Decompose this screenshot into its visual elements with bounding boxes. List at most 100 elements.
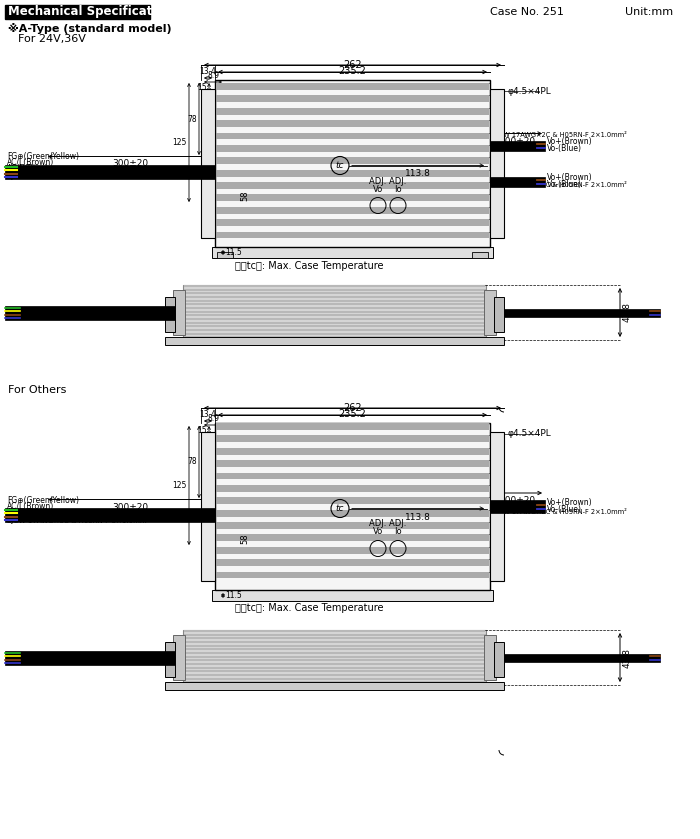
Text: O: O bbox=[494, 159, 503, 169]
Polygon shape bbox=[216, 423, 489, 430]
Polygon shape bbox=[184, 644, 485, 647]
Text: 58: 58 bbox=[241, 534, 249, 544]
Polygon shape bbox=[484, 635, 496, 680]
Text: 13.4: 13.4 bbox=[199, 410, 216, 419]
Text: AC/L(Brown): AC/L(Brown) bbox=[7, 502, 55, 510]
Polygon shape bbox=[184, 304, 485, 305]
Text: Vo+(Brown): Vo+(Brown) bbox=[547, 498, 593, 507]
Text: ADJ. ADJ.: ADJ. ADJ. bbox=[370, 519, 407, 529]
Polygon shape bbox=[216, 232, 489, 238]
Polygon shape bbox=[5, 508, 215, 522]
Text: 235.2: 235.2 bbox=[339, 409, 366, 419]
Text: tc: tc bbox=[336, 161, 344, 170]
Polygon shape bbox=[216, 448, 489, 455]
Text: Vo: Vo bbox=[373, 528, 383, 536]
Polygon shape bbox=[184, 315, 485, 316]
Text: Mechanical Specification: Mechanical Specification bbox=[8, 6, 173, 18]
Text: 125: 125 bbox=[173, 481, 187, 490]
Polygon shape bbox=[490, 89, 504, 238]
Polygon shape bbox=[184, 307, 485, 309]
Text: 78: 78 bbox=[188, 114, 197, 123]
Polygon shape bbox=[184, 641, 485, 643]
Polygon shape bbox=[5, 305, 175, 320]
Polygon shape bbox=[216, 207, 489, 214]
Text: ・（tc）: Max. Case Temperature: ・（tc）: Max. Case Temperature bbox=[235, 261, 384, 271]
Polygon shape bbox=[184, 667, 485, 669]
Text: 13.4: 13.4 bbox=[199, 67, 216, 76]
Polygon shape bbox=[184, 649, 485, 650]
Text: 113.8: 113.8 bbox=[405, 169, 431, 179]
Polygon shape bbox=[216, 571, 489, 578]
Polygon shape bbox=[215, 80, 490, 247]
Text: 43.8: 43.8 bbox=[623, 303, 632, 322]
Text: 262: 262 bbox=[343, 60, 362, 70]
Text: AC/N(Blue): AC/N(Blue) bbox=[7, 164, 48, 174]
Text: 235.2: 235.2 bbox=[339, 66, 366, 76]
Polygon shape bbox=[165, 297, 175, 332]
Polygon shape bbox=[216, 522, 489, 529]
Text: Vo-(Blue): Vo-(Blue) bbox=[547, 144, 582, 153]
Polygon shape bbox=[217, 252, 233, 258]
Polygon shape bbox=[173, 635, 185, 680]
Text: φ4.5×4PL: φ4.5×4PL bbox=[508, 430, 552, 439]
Polygon shape bbox=[216, 534, 489, 541]
Polygon shape bbox=[184, 652, 485, 654]
Polygon shape bbox=[165, 682, 504, 690]
Text: ※A-Type (standard model): ※A-Type (standard model) bbox=[8, 23, 171, 34]
Polygon shape bbox=[216, 498, 489, 504]
Polygon shape bbox=[494, 642, 504, 677]
Polygon shape bbox=[215, 423, 490, 590]
Text: Unit:mm: Unit:mm bbox=[625, 7, 673, 17]
Polygon shape bbox=[212, 247, 493, 258]
Polygon shape bbox=[504, 654, 660, 661]
Text: Io: Io bbox=[394, 528, 402, 536]
Polygon shape bbox=[183, 630, 486, 685]
Polygon shape bbox=[216, 96, 489, 102]
Text: Vo+(Brown): Vo+(Brown) bbox=[547, 173, 593, 182]
Polygon shape bbox=[201, 89, 215, 238]
Polygon shape bbox=[184, 329, 485, 331]
Polygon shape bbox=[216, 509, 489, 517]
Text: AC/L(Brown): AC/L(Brown) bbox=[7, 159, 55, 168]
Polygon shape bbox=[490, 176, 545, 186]
Polygon shape bbox=[184, 333, 485, 335]
Polygon shape bbox=[216, 219, 489, 226]
Polygon shape bbox=[472, 252, 488, 258]
Polygon shape bbox=[5, 164, 215, 179]
Polygon shape bbox=[184, 336, 485, 338]
Text: SJOW 17AWG×2C & H05RN-F 2×1.0mm²: SJOW 17AWG×2C & H05RN-F 2×1.0mm² bbox=[492, 181, 627, 189]
Polygon shape bbox=[216, 485, 489, 492]
Polygon shape bbox=[5, 5, 150, 19]
Polygon shape bbox=[184, 633, 485, 635]
Polygon shape bbox=[184, 300, 485, 301]
Polygon shape bbox=[216, 133, 489, 139]
Polygon shape bbox=[490, 140, 545, 150]
Polygon shape bbox=[165, 337, 504, 345]
Text: 113.8: 113.8 bbox=[405, 513, 431, 522]
Polygon shape bbox=[216, 195, 489, 201]
Text: 300±20: 300±20 bbox=[499, 496, 536, 505]
Polygon shape bbox=[216, 157, 489, 164]
Text: SJOW 17AWG×3C & H05RN-F 3×1.0mm²: SJOW 17AWG×3C & H05RN-F 3×1.0mm² bbox=[7, 174, 150, 180]
Text: 8.9: 8.9 bbox=[207, 414, 219, 423]
Polygon shape bbox=[184, 630, 485, 632]
Text: O: O bbox=[494, 502, 503, 512]
Polygon shape bbox=[184, 285, 485, 287]
Polygon shape bbox=[504, 309, 660, 316]
Polygon shape bbox=[216, 435, 489, 442]
Polygon shape bbox=[184, 681, 485, 683]
Text: 262: 262 bbox=[343, 403, 362, 413]
Polygon shape bbox=[173, 290, 185, 335]
Text: AC/N(Blue): AC/N(Blue) bbox=[7, 508, 48, 517]
Text: 11.5: 11.5 bbox=[225, 591, 242, 600]
Text: SJOW 17AWG×3C & H05RN-F 3×1.0mm²: SJOW 17AWG×3C & H05RN-F 3×1.0mm² bbox=[7, 517, 150, 524]
Polygon shape bbox=[216, 145, 489, 152]
Polygon shape bbox=[184, 659, 485, 661]
Text: 300±20: 300±20 bbox=[112, 159, 148, 169]
Polygon shape bbox=[494, 297, 504, 332]
Polygon shape bbox=[5, 650, 175, 664]
Polygon shape bbox=[184, 326, 485, 327]
Polygon shape bbox=[490, 500, 545, 513]
Text: Vo: Vo bbox=[373, 185, 383, 194]
Text: Case No. 251: Case No. 251 bbox=[490, 7, 564, 17]
